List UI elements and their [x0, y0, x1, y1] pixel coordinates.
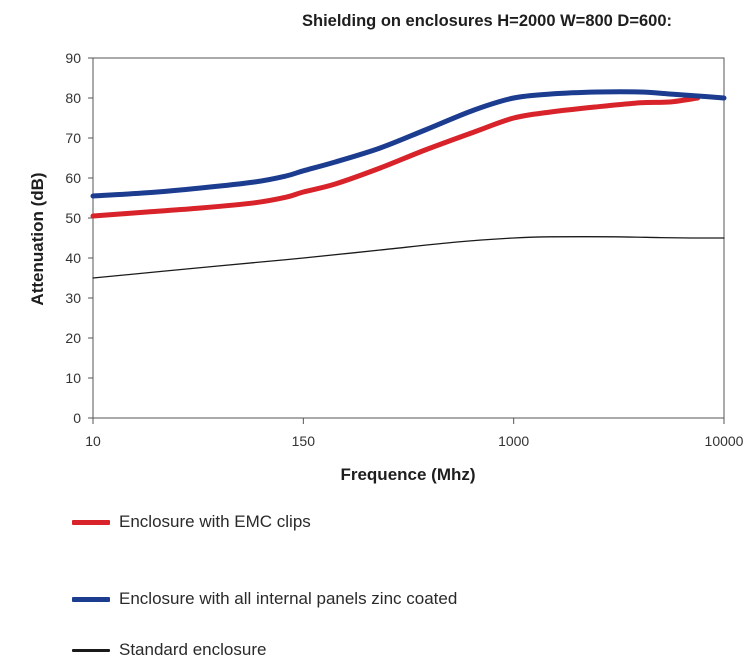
series-line-standard	[92, 236, 725, 279]
legend-label: Standard enclosure	[119, 640, 267, 659]
x-tick-label: 150	[292, 433, 316, 449]
y-tick-label: 80	[65, 90, 81, 106]
legend-swatch-blue	[72, 596, 110, 602]
plot-area-frame	[92, 57, 725, 419]
y-tick-label: 0	[73, 410, 81, 426]
legend-label: Enclosure with EMC clips	[119, 512, 311, 531]
y-tick-label: 70	[65, 130, 81, 146]
y-axis-ticks: 0 10 20 30 40 50 60 70 80 90	[65, 50, 93, 426]
series-line-zinc-coated	[90, 89, 727, 199]
x-axis-ticks: 10 150 1000 10000	[85, 418, 744, 449]
x-tick-label: 1000	[498, 433, 529, 449]
x-tick-label: 10000	[705, 433, 744, 449]
y-tick-label: 40	[65, 250, 81, 266]
series-layer	[90, 89, 727, 279]
y-tick-label: 30	[65, 290, 81, 306]
y-tick-label: 20	[65, 330, 81, 346]
legend-item-zinc-coated: Enclosure with all internal panels zinc …	[72, 589, 457, 609]
y-tick-label: 60	[65, 170, 81, 186]
legend-swatch-black	[72, 648, 110, 652]
y-axis-label: Attenuation (dB)	[28, 172, 47, 305]
legend-label: Enclosure with all internal panels zinc …	[119, 589, 458, 608]
legend-item-standard: Standard enclosure	[72, 640, 266, 660]
y-tick-label: 90	[65, 50, 81, 66]
chart-title: Shielding on enclosures H=2000 W=800 D=6…	[302, 12, 672, 30]
x-axis-label: Frequence (Mhz)	[340, 465, 475, 484]
legend-item-emc-clips: Enclosure with EMC clips	[72, 512, 311, 532]
y-tick-label: 50	[65, 210, 81, 226]
y-tick-label: 10	[65, 370, 81, 386]
legend-swatch-red	[72, 519, 110, 525]
x-tick-label: 10	[85, 433, 101, 449]
series-line-emc-clips	[90, 95, 701, 219]
attenuation-chart: Shielding on enclosures H=2000 W=800 D=6…	[28, 12, 744, 484]
